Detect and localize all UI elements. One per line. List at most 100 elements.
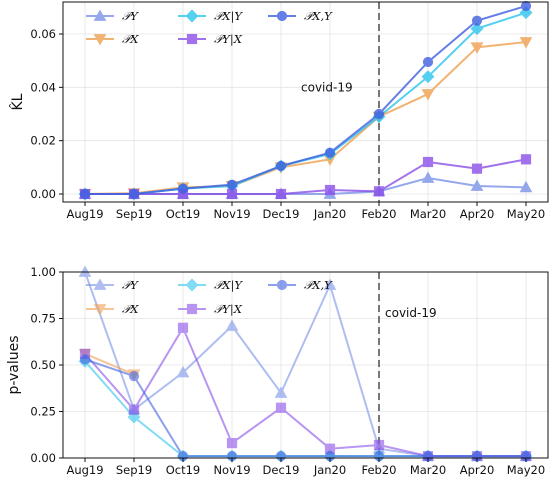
series-line (84, 360, 526, 458)
legend-label: 𝒫X|Y (214, 9, 243, 24)
legend-label: 𝒫Y|X (214, 32, 243, 47)
legend-marker (93, 278, 107, 290)
data-point (520, 154, 532, 165)
series-5 (79, 354, 532, 462)
data-point (373, 439, 385, 451)
data-point (79, 188, 91, 200)
x-tick-label: Apr20 (460, 463, 495, 477)
data-point (78, 265, 92, 277)
data-point (128, 188, 140, 200)
data-point (471, 163, 483, 174)
series-line (84, 325, 526, 458)
data-point (421, 171, 435, 183)
data-point (177, 322, 189, 333)
data-point (79, 354, 91, 365)
legend-item (178, 33, 206, 45)
legend-label: 𝒫Y (122, 9, 139, 23)
data-point (471, 15, 483, 26)
y-axis-label: K̂L (9, 93, 26, 110)
x-tick-label: Sep19 (116, 207, 152, 221)
data-point (275, 188, 287, 200)
x-tick-label: May20 (507, 463, 545, 477)
data-point (422, 156, 434, 168)
data-point (275, 160, 287, 172)
y-tick-label: 0.06 (30, 27, 56, 41)
legend-label: 𝒫X (122, 302, 139, 316)
chart-panel-1: covid-19 Aug19 Sep19 Oct19 Nov19 Dec19 Jan20 Fe… (9, 0, 549, 221)
x-tick-label: Mar20 (410, 207, 446, 221)
legend-item (86, 278, 114, 290)
x-tick-label: Sep19 (116, 463, 152, 477)
data-point (519, 6, 533, 20)
series-line (84, 41, 527, 195)
series-line (84, 358, 526, 458)
y-tick-label: 0.25 (30, 405, 56, 419)
y-tick-label: 0.04 (30, 80, 56, 94)
legend-marker (276, 279, 288, 291)
x-tick-label: Feb20 (362, 207, 397, 221)
chart-panel-2: covid-19 Aug19 Sep19 Oct19 Nov19 Dec19 Jan20 Fe… (6, 265, 549, 477)
data-point (324, 184, 336, 196)
y-tick-label: 0.02 (30, 134, 56, 148)
series-4 (79, 322, 532, 462)
y-axis-label: p-values (6, 335, 22, 394)
y-tick-label: 0.00 (30, 451, 56, 465)
data-point (422, 56, 434, 68)
data-point (373, 186, 385, 197)
legend-item (86, 304, 114, 316)
x-tick-label: Feb20 (362, 463, 397, 477)
legend-item (178, 278, 206, 292)
x-tick-label: Jan20 (313, 207, 346, 221)
data-point (177, 183, 189, 194)
series-line (85, 5, 527, 195)
data-point (470, 42, 484, 54)
legend-item (178, 9, 206, 23)
x-tick-label: May20 (507, 207, 545, 221)
legend-marker (93, 9, 107, 21)
legend-marker (93, 304, 107, 316)
legend-marker (276, 10, 288, 22)
x-tick-label: Nov19 (213, 463, 250, 477)
series-2 (78, 37, 533, 201)
legend-item (268, 279, 296, 291)
data-point (226, 188, 238, 200)
data-point (176, 365, 190, 378)
data-point (519, 37, 533, 49)
covid-annotation: covid-19 (301, 80, 353, 94)
gridlines (63, 271, 548, 459)
legend-label: 𝒫X|Y (214, 278, 243, 293)
data-point (470, 22, 484, 36)
data-point (128, 371, 140, 382)
series-line (84, 352, 135, 376)
legend-item (268, 10, 296, 22)
y-tick-label: 0.75 (30, 312, 56, 326)
legend-marker (186, 33, 198, 45)
series-line (85, 158, 527, 195)
data-point (274, 386, 288, 398)
data-point (421, 70, 435, 84)
legend-label: 𝒫Y (122, 278, 139, 292)
legend-marker (185, 278, 199, 292)
legend-item (86, 9, 114, 21)
data-point (225, 319, 239, 331)
x-tick-label: Dec19 (263, 463, 300, 477)
data-point (470, 179, 484, 191)
series-3 (78, 6, 533, 201)
legend-marker (186, 303, 198, 315)
x-tick-label: Dec19 (263, 207, 300, 221)
data-point (421, 89, 435, 101)
x-tick-label: Oct19 (166, 463, 201, 477)
legend-label: 𝒫X,Y (304, 9, 333, 23)
legend-marker (185, 9, 199, 23)
x-tick-label: Aug19 (66, 207, 103, 221)
data-point (519, 180, 533, 193)
legend: 𝒫Y 𝒫X 𝒫X|Y 𝒫Y|X 𝒫X,Y (86, 9, 333, 47)
legend-item (178, 303, 206, 315)
axes-frame (62, 1, 549, 203)
x-tick-label: Apr20 (460, 207, 495, 221)
series-1 (78, 265, 533, 462)
legend-item (86, 34, 114, 46)
x-tick-label: Nov19 (213, 207, 250, 221)
legend: 𝒫Y 𝒫X 𝒫X|Y 𝒫Y|X 𝒫X,Y (86, 278, 333, 317)
